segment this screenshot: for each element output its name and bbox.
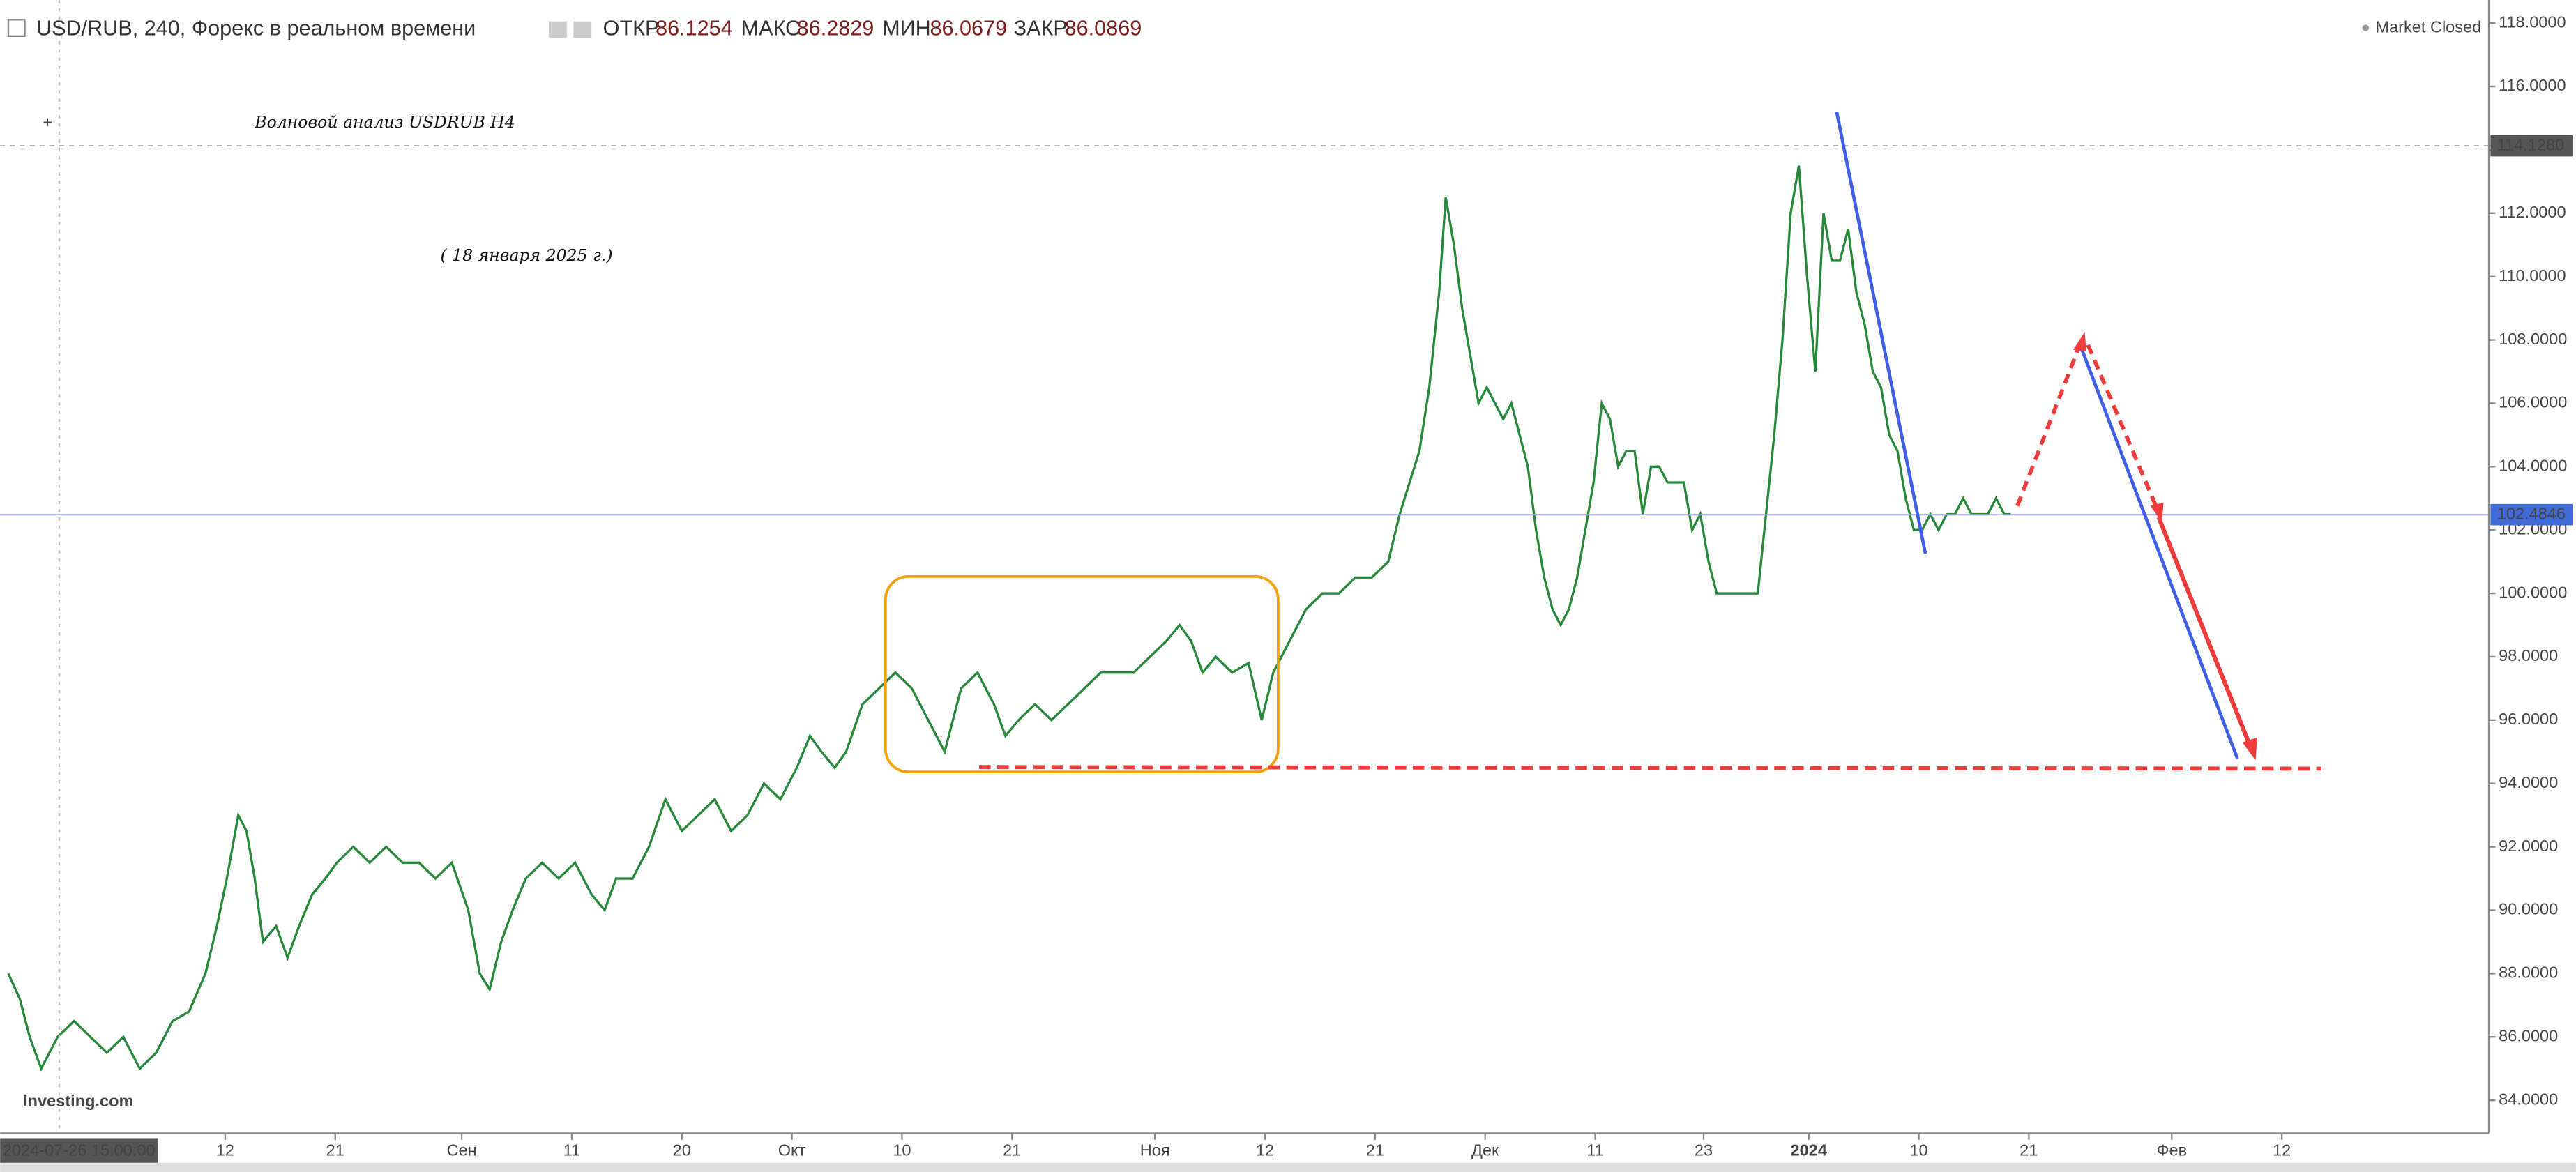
y-tick-label: 86.0000 — [2499, 1026, 2558, 1044]
annotation-date: ( 18 января 2025 г.) — [440, 245, 612, 265]
y-tick-label: 106.0000 — [2499, 393, 2567, 411]
y-tick-label: 100.0000 — [2499, 583, 2567, 601]
y-tick-label: 88.0000 — [2499, 964, 2558, 982]
watermark: Investing.com — [23, 1092, 133, 1110]
open-label: ОТКР — [603, 16, 660, 40]
open-value: 86.1254 — [656, 16, 733, 40]
annotation-title: Волновой анализ USDRUB H4 — [254, 112, 515, 132]
x-tick-label: 10 — [1909, 1141, 1927, 1159]
wave-line — [2079, 347, 2239, 760]
x-tick-label: 11 — [563, 1141, 580, 1159]
range-box — [884, 574, 1280, 774]
price-label: 102.4846 — [2497, 504, 2566, 522]
x-tick-label: 21 — [1003, 1141, 1021, 1159]
y-tick-label: 112.0000 — [2499, 203, 2566, 221]
y-tick-label: 118.0000 — [2499, 13, 2566, 31]
y-tick-label: 92.0000 — [2499, 837, 2558, 855]
x-tick-label: 2024 — [1791, 1141, 1827, 1159]
y-tick-label: 116.0000 — [2499, 76, 2566, 94]
scrollbar[interactable] — [0, 1162, 2576, 1172]
low-label: МИН — [882, 16, 931, 40]
y-tick-label: 104.0000 — [2499, 457, 2567, 475]
y-tick-label: 96.0000 — [2499, 710, 2558, 728]
x-tick-label: 12 — [2273, 1141, 2291, 1159]
x-tick-label: Ноя — [1140, 1141, 1170, 1159]
close-label: ЗАКР — [1014, 16, 1068, 40]
x-tick-label: Окт — [778, 1141, 806, 1159]
arrow-head — [2242, 737, 2257, 761]
x-tick-label: 12 — [1256, 1141, 1274, 1159]
y-tick-label: 94.0000 — [2499, 773, 2558, 791]
start-label-box — [0, 1138, 158, 1163]
arrow-head — [2073, 331, 2086, 352]
y-tick-label: 110.0000 — [2499, 266, 2566, 284]
start-label: 2024-07-26 15:00:00 — [3, 1141, 156, 1159]
wave-line — [1835, 111, 1927, 554]
price-label-box — [2490, 503, 2573, 526]
y-tick-label: 90.0000 — [2499, 900, 2558, 918]
forecast-arrow — [2015, 344, 2082, 507]
market-status: Market Closed — [2375, 17, 2481, 36]
high-label: МАКС — [741, 16, 801, 40]
forecast-arrow — [2086, 344, 2161, 514]
forecast-arrow — [2156, 516, 2253, 748]
low-value: 86.0679 — [930, 16, 1007, 40]
x-tick-label: 12 — [216, 1141, 234, 1159]
x-tick-label: 11 — [1586, 1141, 1603, 1159]
settings-icon[interactable] — [548, 21, 567, 38]
settings-icon[interactable] — [573, 21, 592, 38]
collapse-icon[interactable] — [7, 19, 26, 38]
x-tick-label: 21 — [326, 1141, 344, 1159]
x-tick-label: 10 — [893, 1141, 911, 1159]
x-tick-label: Дек — [1471, 1141, 1499, 1159]
x-tick-label: Фев — [2157, 1141, 2188, 1159]
price-label-box — [2490, 135, 2573, 157]
y-tick-label: 98.0000 — [2499, 646, 2558, 664]
y-tick-label: 84.0000 — [2499, 1090, 2558, 1108]
symbol: USD/RUB, 240, Форекс в реальном времени — [36, 16, 476, 40]
x-tick-label: 23 — [1695, 1141, 1713, 1159]
price-line — [7, 165, 2011, 1072]
status-dot — [2362, 24, 2370, 31]
x-tick-label: 20 — [673, 1141, 691, 1159]
y-tick-label: 108.0000 — [2499, 330, 2567, 348]
price-label: 114.1280 — [2497, 135, 2564, 153]
high-value: 86.2829 — [797, 16, 874, 40]
cursor: + — [43, 113, 52, 131]
target-level — [979, 765, 2321, 771]
x-tick-label: 21 — [1366, 1141, 1384, 1159]
x-tick-label: 21 — [2020, 1141, 2038, 1159]
x-tick-label: Сен — [447, 1141, 477, 1159]
close-value: 86.0869 — [1065, 16, 1142, 40]
